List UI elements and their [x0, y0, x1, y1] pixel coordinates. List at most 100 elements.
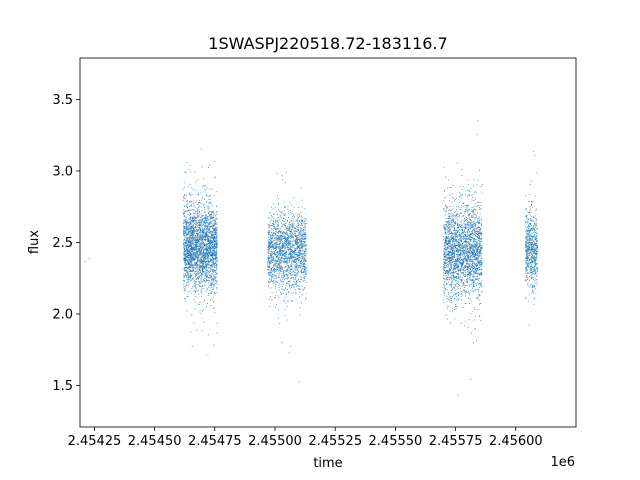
data-point	[268, 225, 270, 227]
data-point	[199, 217, 201, 218]
data-point	[212, 251, 214, 253]
data-point	[199, 268, 201, 270]
data-point	[275, 248, 277, 250]
data-point	[299, 234, 301, 236]
data-point	[304, 251, 306, 253]
data-point	[270, 237, 272, 239]
data-point	[210, 284, 212, 286]
data-point	[286, 239, 288, 241]
data-point	[208, 256, 209, 258]
data-point	[187, 232, 189, 234]
data-point	[183, 239, 185, 241]
data-point	[291, 269, 293, 271]
data-point	[271, 236, 273, 238]
data-point	[197, 233, 199, 235]
data-point	[269, 267, 271, 269]
data-point	[296, 237, 297, 239]
data-point	[298, 250, 300, 252]
data-point	[198, 225, 200, 227]
data-point	[281, 267, 283, 269]
data-point	[468, 263, 470, 265]
data-point	[272, 244, 274, 246]
data-point	[197, 249, 199, 250]
data-point	[278, 263, 280, 265]
data-point	[206, 219, 208, 221]
data-point	[208, 224, 210, 226]
data-point	[197, 209, 199, 211]
data-point	[287, 269, 289, 271]
data-point	[283, 274, 285, 276]
data-point	[206, 244, 208, 246]
data-point	[202, 263, 204, 265]
data-point	[300, 261, 302, 263]
data-point	[204, 244, 206, 246]
data-point	[199, 267, 201, 269]
data-point	[202, 246, 204, 248]
data-point	[269, 274, 271, 276]
data-point	[216, 227, 218, 229]
data-point	[477, 234, 479, 236]
data-point	[196, 231, 198, 233]
data-point	[269, 246, 271, 248]
data-point	[197, 209, 199, 211]
data-point	[278, 252, 280, 254]
data-point	[190, 231, 191, 233]
data-point	[193, 244, 194, 246]
data-point	[288, 292, 290, 294]
data-point	[204, 243, 205, 245]
data-point	[203, 301, 205, 303]
data-point	[187, 274, 189, 276]
data-point	[201, 281, 203, 283]
data-point	[303, 276, 305, 278]
data-point	[198, 276, 200, 278]
data-point	[456, 296, 458, 298]
data-point	[211, 242, 213, 244]
data-point	[269, 242, 271, 243]
data-point	[216, 332, 218, 334]
data-point	[208, 241, 210, 243]
data-point	[301, 294, 303, 296]
data-point	[212, 246, 214, 248]
data-point	[267, 265, 269, 267]
data-point	[193, 220, 195, 221]
data-point	[297, 246, 299, 248]
data-point	[193, 249, 195, 251]
data-point	[192, 216, 194, 218]
data-point	[282, 213, 284, 215]
data-point	[203, 256, 205, 258]
data-point	[295, 258, 297, 260]
data-point	[272, 223, 274, 225]
data-point	[204, 277, 206, 279]
data-point	[276, 251, 278, 253]
data-point	[463, 258, 465, 260]
data-point	[197, 221, 199, 223]
data-point	[198, 281, 200, 283]
data-point	[198, 222, 200, 223]
data-point	[202, 235, 204, 237]
data-point	[198, 193, 200, 195]
data-point	[191, 230, 193, 232]
data-point	[288, 282, 290, 284]
data-point	[299, 215, 301, 217]
data-point	[185, 244, 187, 246]
data-point	[467, 273, 469, 275]
data-point	[276, 270, 278, 272]
data-point	[206, 272, 208, 274]
data-point	[195, 286, 197, 288]
data-point	[294, 268, 296, 270]
data-point	[279, 241, 281, 243]
data-point	[281, 341, 283, 343]
data-point	[268, 236, 270, 238]
data-point	[197, 248, 199, 250]
data-point	[460, 213, 461, 214]
data-point	[278, 239, 280, 241]
data-point	[192, 243, 193, 245]
data-point	[209, 213, 211, 215]
data-point	[203, 207, 205, 208]
data-point	[200, 280, 202, 282]
data-point	[296, 254, 298, 255]
data-point	[207, 222, 209, 224]
data-point	[193, 259, 194, 260]
data-point	[289, 226, 290, 228]
data-point	[477, 283, 479, 285]
